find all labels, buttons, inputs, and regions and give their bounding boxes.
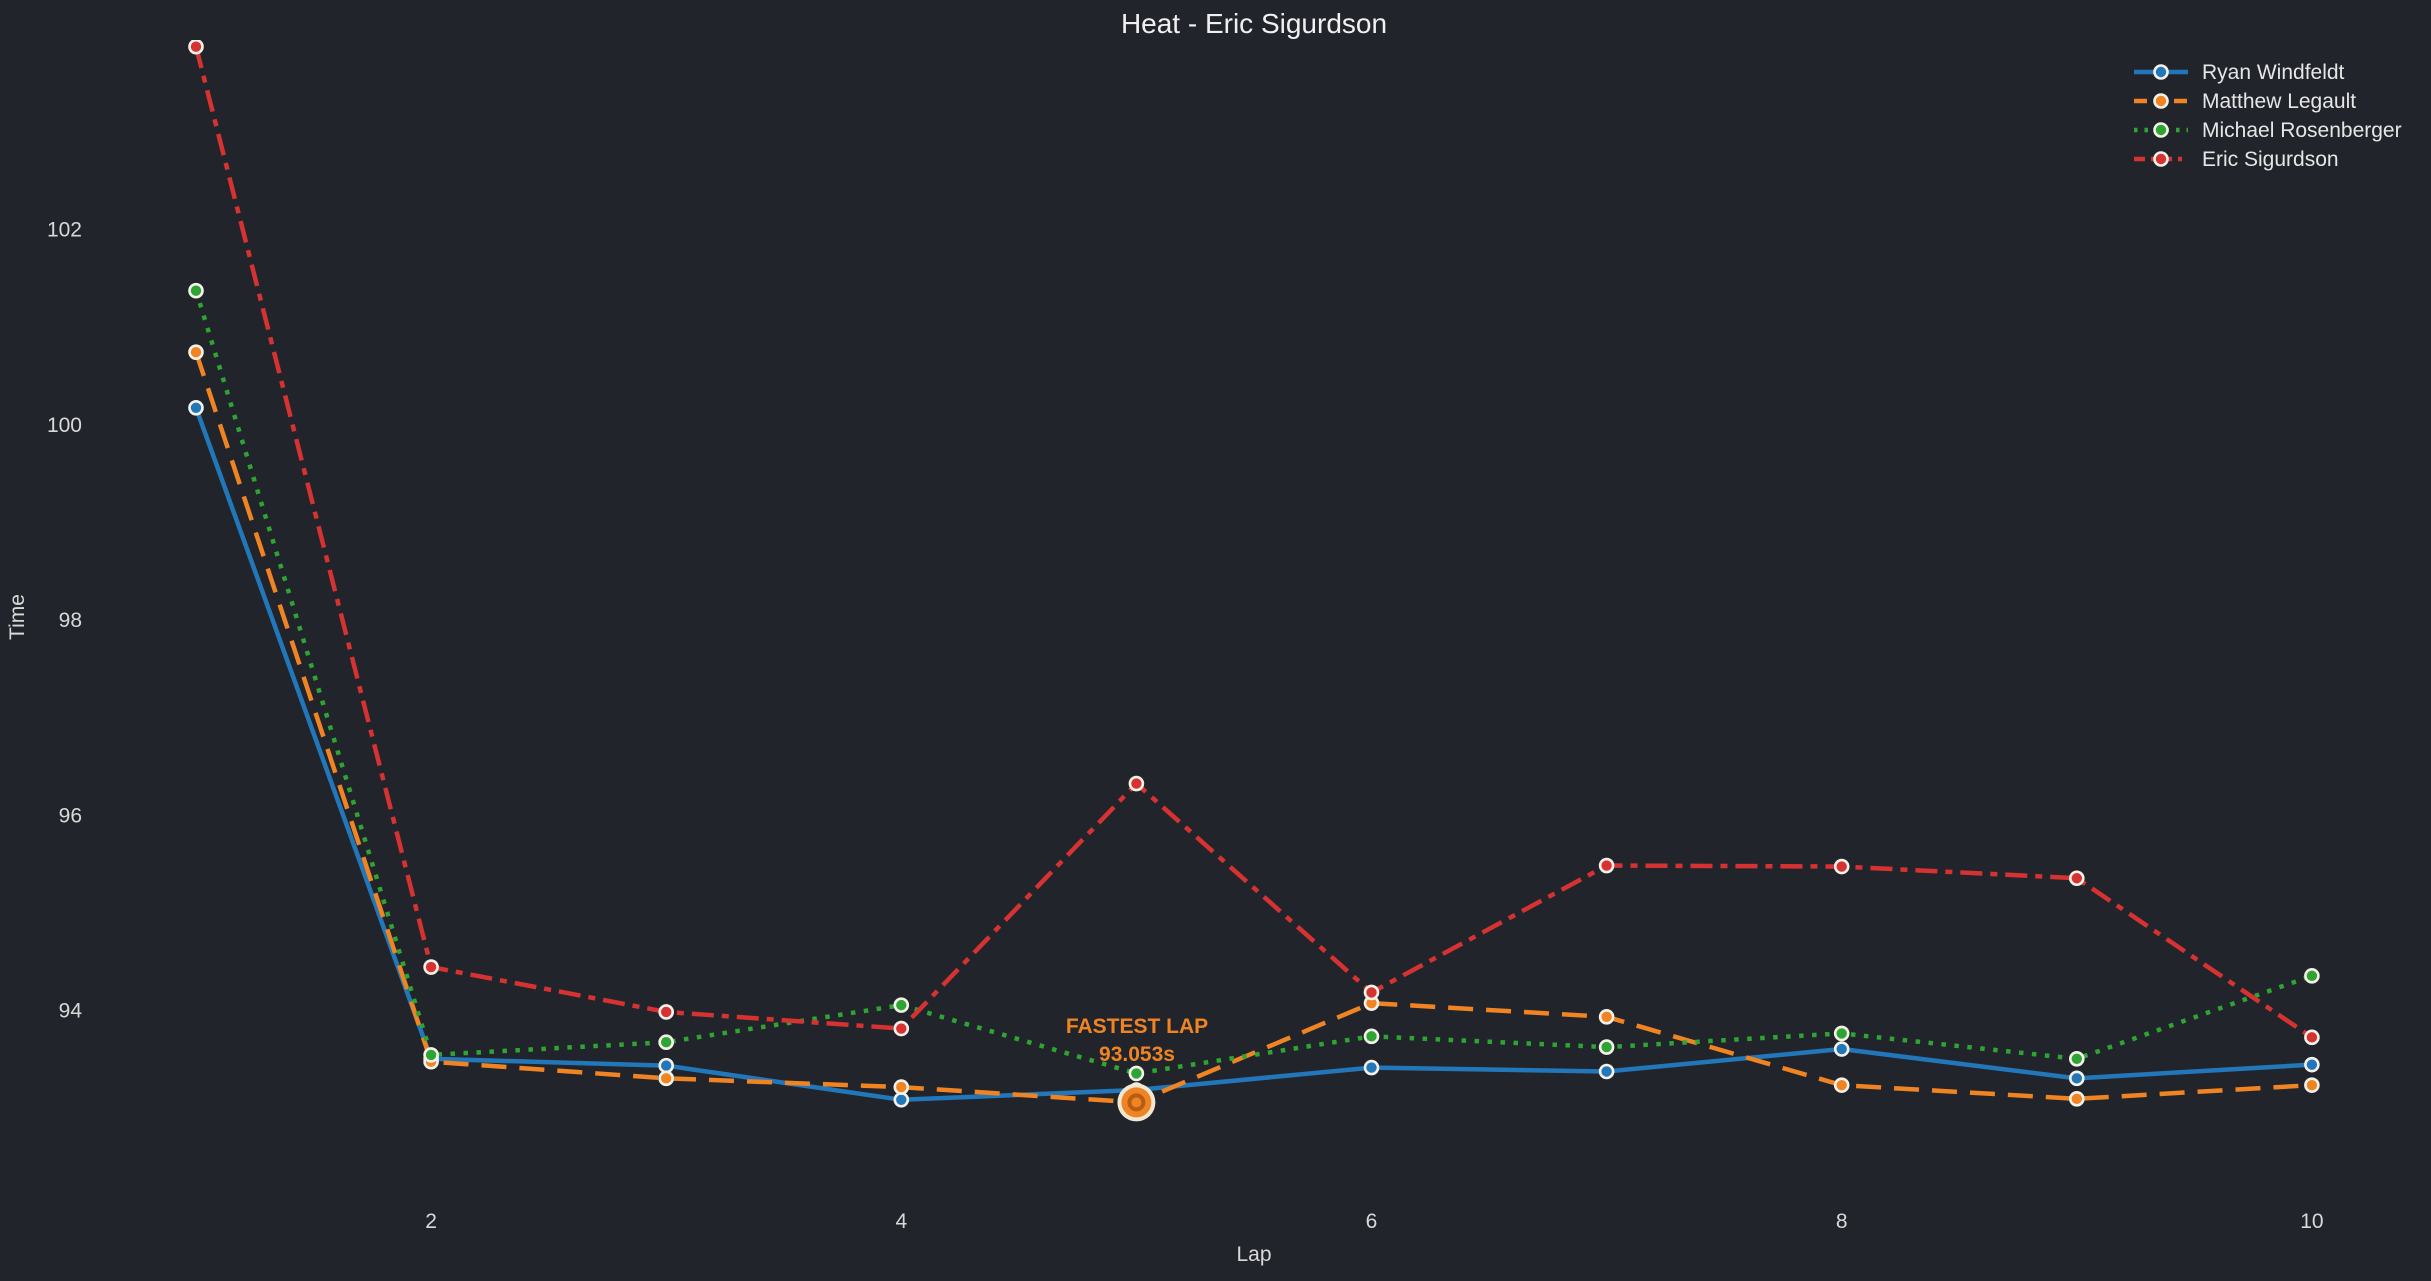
data-point: [188, 282, 204, 299]
legend-item-matthew-legault[interactable]: Matthew Legault: [2134, 90, 2356, 113]
data-point: [893, 1020, 910, 1037]
fastest-lap-marker: [1117, 1083, 1156, 1122]
data-point: [2069, 1070, 2085, 1087]
data-point: [2304, 968, 2320, 984]
legend-item-michael-rosenberger[interactable]: Michael Rosenberger: [2134, 119, 2402, 142]
data-point: [658, 1070, 675, 1087]
data-point: [188, 40, 204, 55]
series-line-2: [193, 351, 2313, 1105]
y-tick-label: 102: [47, 219, 82, 242]
legend-label: Matthew Legault: [2202, 90, 2356, 113]
chart-title: Heat - Eric Sigurdson: [1121, 8, 1387, 39]
data-point: [2304, 1029, 2320, 1046]
legend-sample-marker: [2153, 93, 2169, 109]
data-point: [423, 1047, 439, 1063]
data-point: [1598, 857, 1615, 874]
data-point: [1833, 1025, 1850, 1042]
data-point: [1363, 1028, 1380, 1045]
data-point: [2304, 1077, 2320, 1093]
y-tick-label: 96: [59, 804, 82, 827]
legend-sample-marker: [2153, 64, 2169, 80]
x-tick-label: 8: [1836, 1210, 1848, 1233]
data-point: [2069, 1051, 2085, 1067]
data-point: [658, 1057, 675, 1074]
data-point: [1833, 858, 1850, 875]
legend-label: Ryan Windfeldt: [2202, 61, 2345, 84]
data-point: [188, 400, 204, 416]
x-tick-label: 4: [895, 1210, 907, 1233]
x-tick-label: 10: [2300, 1210, 2323, 1233]
series-line-3: [193, 290, 2313, 1076]
legend-label: Michael Rosenberger: [2202, 119, 2402, 142]
series-layer: [188, 40, 2320, 1111]
data-point: [1833, 1077, 1850, 1093]
legend-line-sample: [2134, 151, 2188, 167]
y-tick-label: 94: [59, 1000, 83, 1023]
legend: Ryan Windfeldt Matthew Legault Michael R…: [2134, 61, 2402, 171]
data-point: [423, 959, 439, 975]
data-point: [1363, 1059, 1380, 1076]
y-axis-label: Time: [6, 594, 29, 640]
y-tick-label: 100: [47, 414, 82, 437]
data-point: [1598, 1063, 1615, 1080]
data-point: [1128, 1065, 1145, 1082]
data-point: [893, 997, 910, 1013]
data-point: [1363, 984, 1380, 1001]
legend-line-sample: [2134, 64, 2188, 80]
x-tick-label: 2: [425, 1210, 437, 1233]
legend-item-ryan-windfeldt[interactable]: Ryan Windfeldt: [2134, 61, 2345, 84]
data-point: [658, 1034, 675, 1051]
legend-sample-marker: [2153, 151, 2169, 167]
legend-label: Eric Sigurdson: [2202, 148, 2339, 171]
series-line-1: [193, 407, 2313, 1103]
y-tick-label: 98: [59, 609, 82, 632]
data-point: [1128, 775, 1145, 792]
data-point: [1598, 1009, 1615, 1025]
data-point: [893, 1091, 910, 1108]
data-point: [893, 1079, 910, 1095]
legend-item-eric-sigurdson[interactable]: Eric Sigurdson: [2134, 148, 2339, 171]
data-point: [188, 344, 204, 360]
data-point: [2069, 1091, 2085, 1107]
legend-sample-marker: [2153, 122, 2169, 138]
data-point: [1598, 1039, 1615, 1055]
fastest-lap-ring: [1127, 1093, 1146, 1112]
x-axis-label: Lap: [1236, 1243, 1271, 1266]
series-line-4: [193, 46, 2314, 1040]
x-tick-label: 6: [1366, 1210, 1378, 1233]
annotation-fastest-lap-time: 93.053s: [1099, 1043, 1175, 1066]
data-point: [658, 1004, 675, 1020]
data-point: [1833, 1041, 1850, 1057]
annotation-fastest-lap-title: FASTEST LAP: [1066, 1015, 1208, 1038]
data-point: [2304, 1056, 2320, 1073]
legend-line-sample: [2134, 93, 2188, 109]
legend-line-sample: [2134, 122, 2188, 138]
fastest-lap-disk: [1121, 1087, 1152, 1118]
data-point: [2069, 870, 2085, 887]
tick-layer: 94 96 98 100 102 2 4 6 8 10: [47, 219, 2324, 1233]
